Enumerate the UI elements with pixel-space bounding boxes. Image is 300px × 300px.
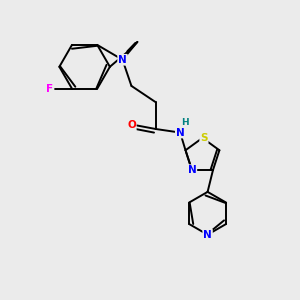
- Text: H: H: [181, 118, 188, 127]
- Text: N: N: [118, 55, 127, 65]
- Text: F: F: [46, 84, 53, 94]
- Text: N: N: [188, 165, 196, 175]
- Text: N: N: [203, 230, 212, 240]
- Text: N: N: [176, 128, 184, 138]
- Text: O: O: [127, 120, 136, 130]
- Text: S: S: [200, 133, 208, 143]
